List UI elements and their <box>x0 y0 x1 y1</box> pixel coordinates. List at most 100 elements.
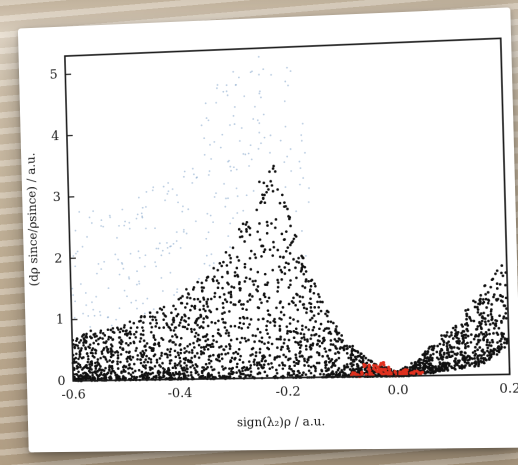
outlier-point <box>239 140 241 142</box>
outlier-point <box>285 126 287 128</box>
data-point <box>319 301 322 304</box>
data-point <box>189 366 192 369</box>
data-point <box>487 329 490 332</box>
data-point <box>97 358 100 361</box>
outlier-point <box>116 237 118 239</box>
data-point <box>318 345 321 348</box>
outlier-point <box>135 300 137 302</box>
data-point <box>210 366 213 369</box>
data-point <box>453 346 456 349</box>
data-point <box>295 277 298 280</box>
data-point <box>180 337 183 340</box>
data-point <box>184 306 187 309</box>
outlier-point <box>103 261 105 263</box>
data-point <box>268 336 271 339</box>
data-point <box>247 326 250 329</box>
outlier-point <box>89 217 91 219</box>
outlier-point <box>229 246 231 248</box>
outlier-point <box>208 174 210 176</box>
data-point <box>285 325 288 328</box>
data-point <box>249 298 252 301</box>
outlier-point <box>206 117 208 119</box>
data-point <box>286 208 289 211</box>
data-point <box>240 230 243 233</box>
data-point <box>309 337 312 340</box>
data-point <box>255 351 258 354</box>
data-point <box>305 308 308 311</box>
data-point <box>189 309 192 312</box>
data-point <box>287 262 290 265</box>
data-point <box>117 367 120 370</box>
data-point <box>464 309 467 312</box>
data-point <box>144 358 147 361</box>
data-point <box>259 331 262 334</box>
data-point <box>293 238 296 241</box>
data-point <box>276 290 279 293</box>
data-point <box>498 314 501 317</box>
data-point <box>496 341 499 344</box>
data-point <box>196 324 199 327</box>
data-point <box>185 288 188 291</box>
data-point <box>226 300 229 303</box>
data-point <box>464 336 467 339</box>
data-point <box>470 341 473 344</box>
data-point <box>302 371 305 374</box>
outlier-point <box>118 225 120 227</box>
data-point <box>207 338 210 341</box>
data-point <box>318 362 321 365</box>
outlier-point <box>114 254 116 256</box>
data-point <box>327 320 330 323</box>
outlier-point <box>138 281 140 283</box>
outlier-point <box>209 170 211 172</box>
data-point <box>183 347 186 350</box>
data-point <box>487 291 490 294</box>
data-point <box>174 362 177 365</box>
data-point <box>254 256 257 259</box>
data-point <box>245 276 248 279</box>
data-point <box>188 351 191 354</box>
data-point <box>258 340 261 343</box>
data-point <box>268 170 271 173</box>
data-point <box>314 285 317 288</box>
outlier-point <box>286 156 288 158</box>
data-point <box>283 314 286 317</box>
data-point <box>285 230 288 233</box>
outlier-point <box>109 216 111 218</box>
data-point <box>120 353 123 356</box>
data-point <box>241 307 244 310</box>
outlier-point <box>96 273 98 275</box>
data-point <box>267 188 270 191</box>
data-point <box>141 371 144 374</box>
outlier-point <box>301 140 303 142</box>
outlier-point <box>111 325 113 327</box>
outlier-point <box>119 307 121 309</box>
data-point <box>313 326 316 329</box>
data-point <box>301 328 304 331</box>
outlier-point <box>145 254 147 256</box>
data-point <box>279 202 282 205</box>
data-point <box>174 350 177 353</box>
data-point <box>293 361 296 364</box>
data-point <box>232 352 235 355</box>
data-point <box>245 308 248 311</box>
data-point <box>230 296 233 299</box>
data-point <box>308 369 311 372</box>
data-point <box>240 327 243 330</box>
outlier-point <box>167 247 169 249</box>
data-point <box>189 297 192 300</box>
outlier-point <box>142 303 144 305</box>
outlier-point <box>153 308 155 310</box>
data-point <box>155 322 158 325</box>
data-point <box>192 342 195 345</box>
data-point <box>326 315 329 318</box>
data-point <box>202 321 205 324</box>
outlier-point <box>115 319 117 321</box>
data-point <box>286 246 289 249</box>
data-point <box>236 256 239 259</box>
outlier-point <box>216 87 218 89</box>
data-point <box>136 326 139 329</box>
data-point <box>465 318 468 321</box>
data-point <box>486 347 489 350</box>
data-point <box>481 320 484 323</box>
data-point <box>505 317 508 320</box>
